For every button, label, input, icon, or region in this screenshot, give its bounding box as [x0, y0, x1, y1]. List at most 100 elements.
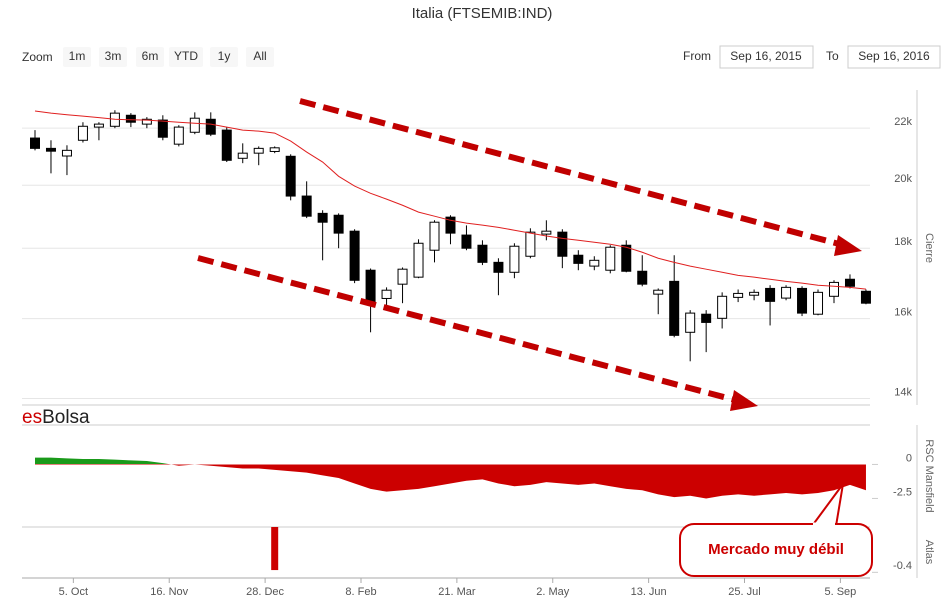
candle-body	[461, 234, 472, 249]
candle-body	[397, 268, 408, 285]
to-input[interactable]	[847, 45, 941, 69]
candle-body	[333, 214, 344, 234]
y-tick-label: 18k	[894, 236, 912, 248]
candle-body	[253, 147, 264, 154]
y-tick-label: 22k	[894, 116, 912, 128]
y-tick-label: 14k	[894, 386, 912, 398]
candle-body	[205, 118, 216, 135]
candle-body	[445, 216, 456, 234]
candle-body	[237, 152, 248, 159]
zoom-button-label[interactable]: YTD	[174, 49, 198, 63]
plot: 14k 16k 18k 20k 22k Cierre 0 -2.5 RSC Mansfield -…	[22, 110, 935, 598]
zoom-button-label[interactable]: 6m	[142, 49, 159, 63]
candle-body	[141, 118, 152, 125]
candle-body	[797, 287, 808, 314]
candle-body	[653, 289, 664, 295]
callout: Mercado muy débil	[679, 483, 873, 577]
candle-body	[637, 270, 648, 285]
candle-body	[477, 244, 488, 263]
zoom-button-label[interactable]: 1y	[218, 49, 231, 63]
arrow-head	[730, 390, 758, 411]
y-tick-label: 20k	[894, 173, 912, 185]
candle-body	[45, 147, 56, 152]
candle-body	[733, 292, 744, 298]
zoom-button[interactable]	[136, 47, 164, 67]
candle-body	[157, 119, 168, 138]
zoom-buttons: 1m 3m 6m YTD 1y All	[63, 47, 274, 67]
candle-body	[413, 242, 424, 278]
atlas-bar	[271, 527, 279, 571]
logo: esBolsa	[22, 407, 90, 428]
logo-es: es	[22, 407, 42, 428]
candle-body	[221, 129, 232, 161]
chart-title: Italia (FTSEMIB:IND)	[412, 5, 553, 22]
zoom-button-label[interactable]: All	[253, 49, 266, 63]
to-label: To	[826, 49, 839, 63]
trend-arrow	[299, 98, 844, 248]
candle-body	[429, 221, 440, 251]
x-tick-label: 2. May	[536, 586, 570, 598]
candle-body	[381, 289, 392, 299]
candle-body	[317, 212, 328, 223]
from-input[interactable]	[719, 45, 814, 69]
zoom-button[interactable]	[169, 47, 203, 67]
candle-body	[349, 230, 360, 281]
arrow-head	[834, 235, 862, 256]
candle-body	[860, 290, 871, 304]
zoom-button[interactable]	[63, 47, 91, 67]
x-tick-label: 21. Mar	[438, 586, 476, 598]
candle-body	[829, 281, 839, 297]
candle-body	[701, 313, 712, 323]
y-tick-label: 0	[906, 452, 912, 464]
from-date[interactable]: Sep 16, 2015	[730, 49, 802, 63]
candle-body	[365, 269, 376, 303]
candle-body	[781, 286, 792, 299]
candle-body	[509, 245, 520, 273]
rsc-area-negative	[35, 464, 866, 499]
candle-body	[813, 291, 824, 315]
trend-arrow	[197, 255, 736, 403]
rsc-area-positive	[35, 457, 169, 464]
candle-body	[77, 125, 88, 141]
candle-body	[125, 114, 136, 123]
candle-body	[493, 261, 504, 273]
x-tick-label: 16. Nov	[150, 586, 188, 598]
zoom-button[interactable]	[246, 47, 274, 67]
x-tick-label: 28. Dec	[246, 586, 284, 598]
to-date[interactable]: Sep 16, 2016	[858, 49, 930, 63]
logo-bolsa: Bolsa	[42, 407, 90, 428]
zoom-button-label[interactable]: 1m	[69, 49, 86, 63]
candle-body	[173, 126, 184, 145]
callout-text: Mercado muy débil	[708, 541, 844, 558]
zoom-button[interactable]	[210, 47, 238, 67]
candle-body	[605, 246, 616, 271]
candle-body	[669, 280, 680, 336]
x-tick-label: 13. Jun	[631, 586, 667, 598]
candle-body	[30, 137, 40, 149]
y-tick-label: -2.5	[893, 486, 912, 498]
candle-body	[285, 155, 296, 197]
candle-body	[189, 117, 200, 133]
candle-body	[525, 231, 536, 257]
x-tick-label: 5. Oct	[59, 586, 88, 598]
candle-body	[61, 149, 72, 157]
y-axis-label: RSC Mansfield	[923, 439, 935, 512]
candle-body	[557, 231, 568, 257]
candle-body	[269, 147, 280, 152]
callout-box	[679, 523, 873, 577]
zoom-button[interactable]	[99, 47, 127, 67]
x-tick-label: 5. Sep	[824, 586, 856, 598]
from-label: From	[683, 49, 711, 63]
y-tick-label: -0.4	[893, 560, 912, 572]
zoom-button-label[interactable]: 3m	[105, 49, 122, 63]
zoom-label: Zoom	[22, 50, 53, 64]
trend-arrows	[197, 98, 862, 411]
candle-body	[541, 230, 552, 235]
candle-body	[93, 123, 104, 128]
x-tick-label: 25. Jul	[728, 586, 760, 598]
y-axis-label: Atlas	[923, 540, 935, 565]
x-tick-label: 8. Feb	[345, 586, 376, 598]
candle-body	[301, 195, 312, 217]
moving-average-line	[34, 110, 867, 290]
